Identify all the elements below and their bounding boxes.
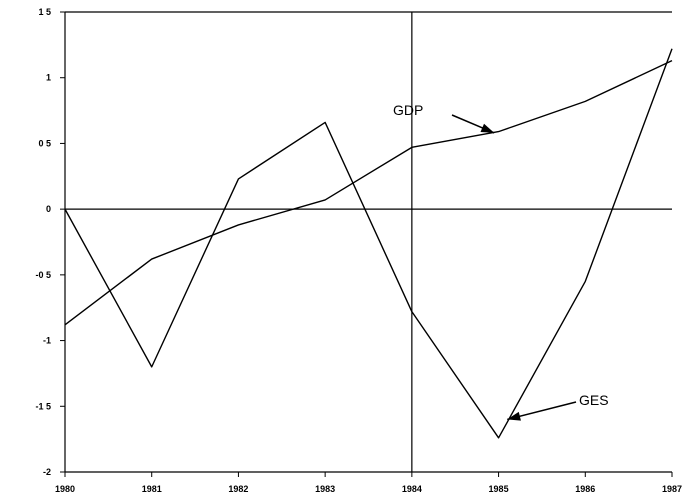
- x-tick-label: 1984: [402, 484, 422, 494]
- series-layer: [65, 49, 672, 438]
- x-tick-label: 1981: [142, 484, 162, 494]
- annotation-ges-label: GES: [579, 392, 609, 408]
- series-gdp-line: [65, 61, 672, 325]
- y-tick-label: 1: [46, 73, 51, 83]
- x-tick-label: 1983: [315, 484, 335, 494]
- x-axis-ticks: 1980 1981 1982 1983 1984 1985 1986 1987: [55, 472, 682, 494]
- y-tick-label: 1 5: [38, 7, 51, 17]
- x-tick-label: 1980: [55, 484, 75, 494]
- y-tick-label: 0 5: [38, 138, 51, 148]
- x-tick-label: 1986: [575, 484, 595, 494]
- x-tick-label: 1987: [662, 484, 682, 494]
- y-tick-label: -0 5: [35, 270, 51, 280]
- y-axis-ticks: 1 510 50-0 5-1-1 5-2: [35, 7, 65, 477]
- annotations: GDP GES: [393, 102, 609, 421]
- y-tick-label: 0: [46, 204, 51, 214]
- y-tick-label: -2: [43, 467, 51, 477]
- annotation-gdp-label: GDP: [393, 102, 423, 118]
- annotation-gdp-arrowhead: [481, 124, 495, 133]
- series-ges-line: [65, 49, 672, 438]
- x-tick-label: 1982: [228, 484, 248, 494]
- y-tick-label: -1 5: [35, 401, 51, 411]
- annotation-ges-arrowhead: [507, 412, 521, 421]
- y-tick-label: -1: [43, 336, 51, 346]
- x-tick-label: 1985: [489, 484, 509, 494]
